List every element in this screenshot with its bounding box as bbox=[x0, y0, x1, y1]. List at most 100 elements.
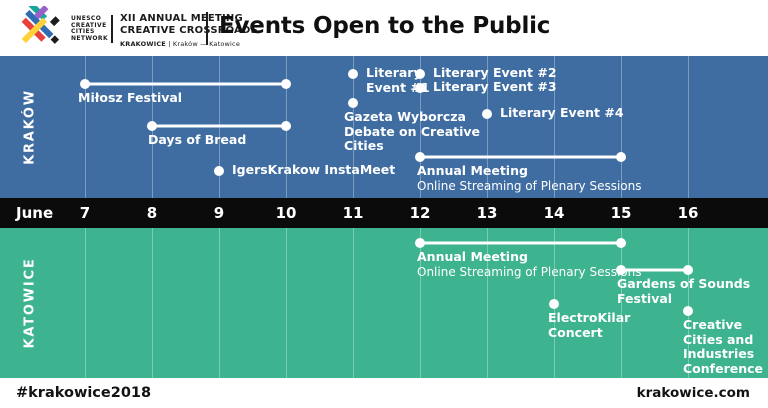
event-dot-igerskrakow-instameet bbox=[214, 166, 224, 176]
event-label-literary-event-1: Literary Event #1 bbox=[366, 65, 430, 95]
gridline-day-10 bbox=[286, 228, 287, 378]
network-wordmark: UNESCO CREATIVE CITIES NETWORK bbox=[71, 15, 109, 42]
event-dot-annual-meeting bbox=[415, 152, 425, 162]
event-title-line: Debate on Creative bbox=[344, 123, 481, 139]
event-title-line: Literary Event #2 bbox=[433, 65, 557, 80]
gridline-day-13 bbox=[487, 228, 488, 378]
event-dot-mi-osz-festival bbox=[80, 79, 90, 89]
event-title-line: Cities and bbox=[683, 331, 754, 347]
hashtag-label: #krakowice2018 bbox=[16, 385, 152, 401]
gridline-day-13 bbox=[487, 56, 488, 198]
meeting-title-line2: CREATIVE CROSSROADS bbox=[120, 24, 258, 36]
event-title-line: Gardens of Sounds bbox=[617, 276, 751, 291]
section-krakow: KRAKÓW Miłosz Festival Literary Event #1 Li… bbox=[0, 56, 768, 198]
event-label-literary-event-4: Literary Event #4 bbox=[500, 105, 624, 121]
event-title-line: Gazeta Wyborcza bbox=[344, 109, 466, 124]
axis-day-8: 8 bbox=[146, 204, 158, 222]
event-label-annual-meeting: Annual Meeting Online Streaming of Plenar… bbox=[417, 249, 642, 279]
header: UNESCO CREATIVE CITIES NETWORK XII ANNUA… bbox=[0, 0, 768, 56]
meeting-wordmark: XII ANNUAL MEETING CREATIVE CROSSROADS K… bbox=[120, 13, 258, 48]
event-title-line: Creative bbox=[683, 317, 743, 332]
event-label-annual-meeting: Annual Meeting Online Streaming of Plenar… bbox=[417, 163, 642, 193]
event-title-line: Conference bbox=[683, 360, 764, 376]
event-title-line: Literary bbox=[366, 65, 422, 80]
event-subtitle: Online Streaming of Plenary Sessions bbox=[417, 264, 642, 279]
event-title-line: Days of Bread bbox=[148, 132, 247, 147]
event-bar-annual-meeting bbox=[420, 155, 621, 159]
section-label-krakow: KRAKÓW bbox=[22, 89, 38, 165]
gridline-day-7 bbox=[85, 56, 86, 198]
event-dot-creative-cities-and-industries-conference bbox=[683, 306, 693, 316]
event-dot-literary-event-4 bbox=[482, 109, 492, 119]
page-title: Events Open to the Public bbox=[219, 13, 551, 39]
event-dot-annual-meeting bbox=[415, 238, 425, 248]
website-label: krakowice.com bbox=[636, 385, 750, 401]
event-title-line: Festival bbox=[617, 290, 673, 306]
section-label-katowice: KATOWICE bbox=[22, 257, 38, 349]
event-title-line: ElectroKilar bbox=[548, 310, 631, 325]
network-line: UNESCO bbox=[71, 15, 102, 22]
gridline-day-15 bbox=[621, 228, 622, 378]
event-end-dot-annual-meeting bbox=[616, 238, 626, 248]
event-label-literary-event-3: Literary Event #3 bbox=[433, 79, 557, 95]
axis-day-12: 12 bbox=[409, 204, 431, 222]
axis-day-9: 9 bbox=[213, 204, 225, 222]
event-end-dot-gardens-of-sounds-festival bbox=[683, 265, 693, 275]
section-katowice: KATOWICE Annual Meeting Online Streaming … bbox=[0, 228, 768, 378]
event-end-dot-annual-meeting bbox=[616, 152, 626, 162]
event-dot-electrokilar-concert bbox=[549, 299, 559, 309]
axis-month-label: June bbox=[16, 204, 54, 222]
event-label-mi-osz-festival: Miłosz Festival bbox=[78, 90, 183, 106]
event-title-line: Literary Event #4 bbox=[500, 105, 624, 120]
axis-day-7: 7 bbox=[79, 204, 91, 222]
axis-day-10: 10 bbox=[275, 204, 297, 222]
axis-day-13: 13 bbox=[476, 204, 498, 222]
event-label-electrokilar-concert: ElectroKilar Concert bbox=[548, 310, 631, 340]
event-bar-days-of-bread bbox=[152, 124, 286, 128]
event-bar-gardens-of-sounds-festival bbox=[621, 268, 688, 272]
event-label-gardens-of-sounds-festival: Gardens of Sounds Festival bbox=[617, 276, 751, 306]
event-label-creative-cities-and-industries-conference: Creative Cities and Industries Conference bbox=[683, 317, 764, 376]
event-dot-days-of-bread bbox=[147, 121, 157, 131]
meeting-subtitle: KRAKOWICE | Kraków — Katowice bbox=[120, 40, 258, 48]
event-dot-literary-event-1 bbox=[348, 69, 358, 79]
event-title-line: Annual Meeting bbox=[417, 163, 528, 178]
event-title-line: Miłosz Festival bbox=[78, 90, 183, 105]
event-title-line: Concert bbox=[548, 324, 603, 340]
unesco-creative-cities-logo bbox=[21, 6, 60, 44]
event-bar-annual-meeting bbox=[420, 241, 621, 245]
event-end-dot-mi-osz-festival bbox=[281, 79, 291, 89]
header-divider bbox=[111, 15, 113, 43]
event-bar-mi-osz-festival bbox=[85, 82, 286, 86]
event-title-line: Event #1 bbox=[366, 79, 430, 95]
gridline-day-16 bbox=[688, 228, 689, 378]
event-title-line: Cities bbox=[344, 138, 384, 153]
gridline-day-7 bbox=[85, 228, 86, 378]
event-label-gazeta-wyborcza-debate-on-creative-cities: Gazeta Wyborcza Debate on Creative Cities bbox=[344, 109, 481, 154]
axis-day-16: 16 bbox=[677, 204, 699, 222]
date-band: June 7 8 9 10 11 12 13 14 15 16 bbox=[0, 198, 768, 228]
header-divider bbox=[206, 12, 208, 45]
gridline-day-16 bbox=[688, 56, 689, 198]
gridline-day-12 bbox=[420, 228, 421, 378]
meeting-title-line1: XII ANNUAL MEETING bbox=[120, 13, 243, 24]
event-end-dot-days-of-bread bbox=[281, 121, 291, 131]
gridline-day-11 bbox=[353, 56, 354, 198]
network-line: CITIES bbox=[71, 28, 95, 36]
event-dot-gazeta-wyborcza-debate-on-creative-cities bbox=[348, 98, 358, 108]
gridline-day-9 bbox=[219, 228, 220, 378]
event-title-line: Literary Event #3 bbox=[433, 79, 557, 94]
gridline-day-15 bbox=[621, 56, 622, 198]
event-title-line: Industries bbox=[683, 346, 755, 361]
axis-day-11: 11 bbox=[342, 204, 364, 222]
gridline-day-12 bbox=[420, 56, 421, 198]
network-line: CREATIVE bbox=[71, 21, 107, 29]
gridline-day-8 bbox=[152, 228, 153, 378]
event-label-igerskrakow-instameet: IgersKrakow InstaMeet bbox=[232, 162, 395, 178]
gridline-day-11 bbox=[353, 228, 354, 378]
network-line: NETWORK bbox=[71, 34, 109, 42]
axis-day-15: 15 bbox=[610, 204, 632, 222]
event-title-line: Annual Meeting bbox=[417, 249, 528, 264]
axis-day-14: 14 bbox=[543, 204, 565, 222]
